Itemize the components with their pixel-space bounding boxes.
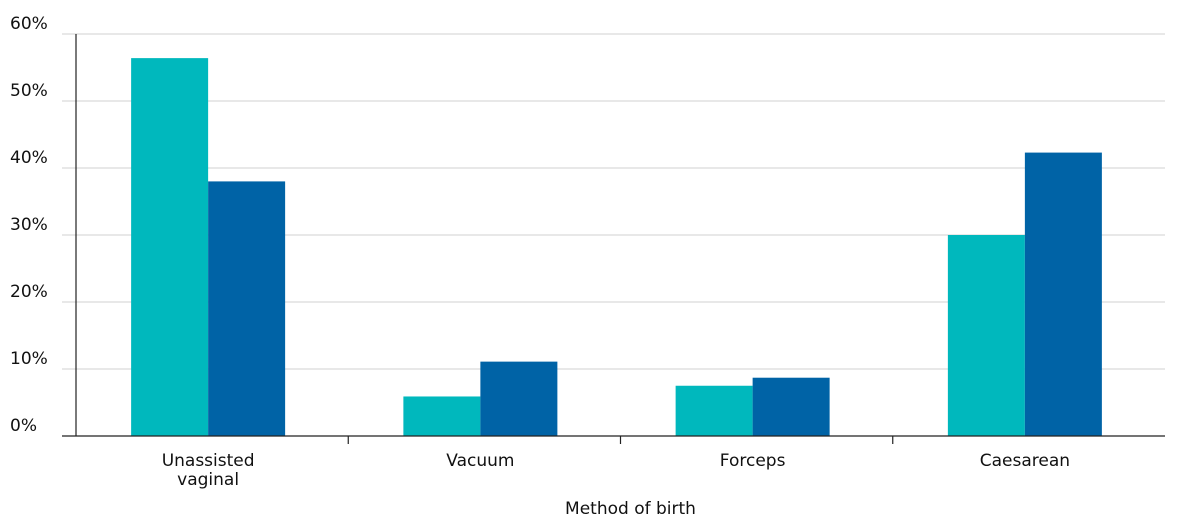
y-tick-label: 0% (10, 416, 37, 436)
y-tick-label: 40% (10, 148, 48, 168)
bar-1-2 (675, 385, 753, 436)
y-tick-label: 10% (10, 349, 48, 369)
x-category-label: Forceps (720, 451, 786, 471)
bar-1-0 (131, 58, 209, 437)
bar-2-2 (752, 377, 830, 436)
x-axis-title: Method of birth (565, 499, 696, 519)
x-category-label: Vacuum (446, 451, 514, 471)
bar-1-1 (403, 396, 481, 436)
x-category-label: Caesarean (980, 451, 1070, 471)
bar-2-1 (480, 361, 558, 436)
y-tick-label: 50% (10, 81, 48, 101)
x-category-label: Unassisted vaginal (162, 451, 255, 490)
y-tick-label: 30% (10, 215, 48, 235)
x-axis-ticks: Unassisted vaginal Vacuum Forceps Caesarean (162, 436, 1070, 490)
y-tick-label: 20% (10, 282, 48, 302)
bar-1-3 (947, 235, 1025, 436)
bar-2-0 (208, 181, 286, 436)
y-axis-ticks: 0% 10% 20% 30% 40% 50% 60% (10, 14, 48, 436)
y-tick-label: 60% (10, 14, 48, 34)
bars (131, 58, 1102, 437)
bar-2-3 (1024, 152, 1102, 436)
